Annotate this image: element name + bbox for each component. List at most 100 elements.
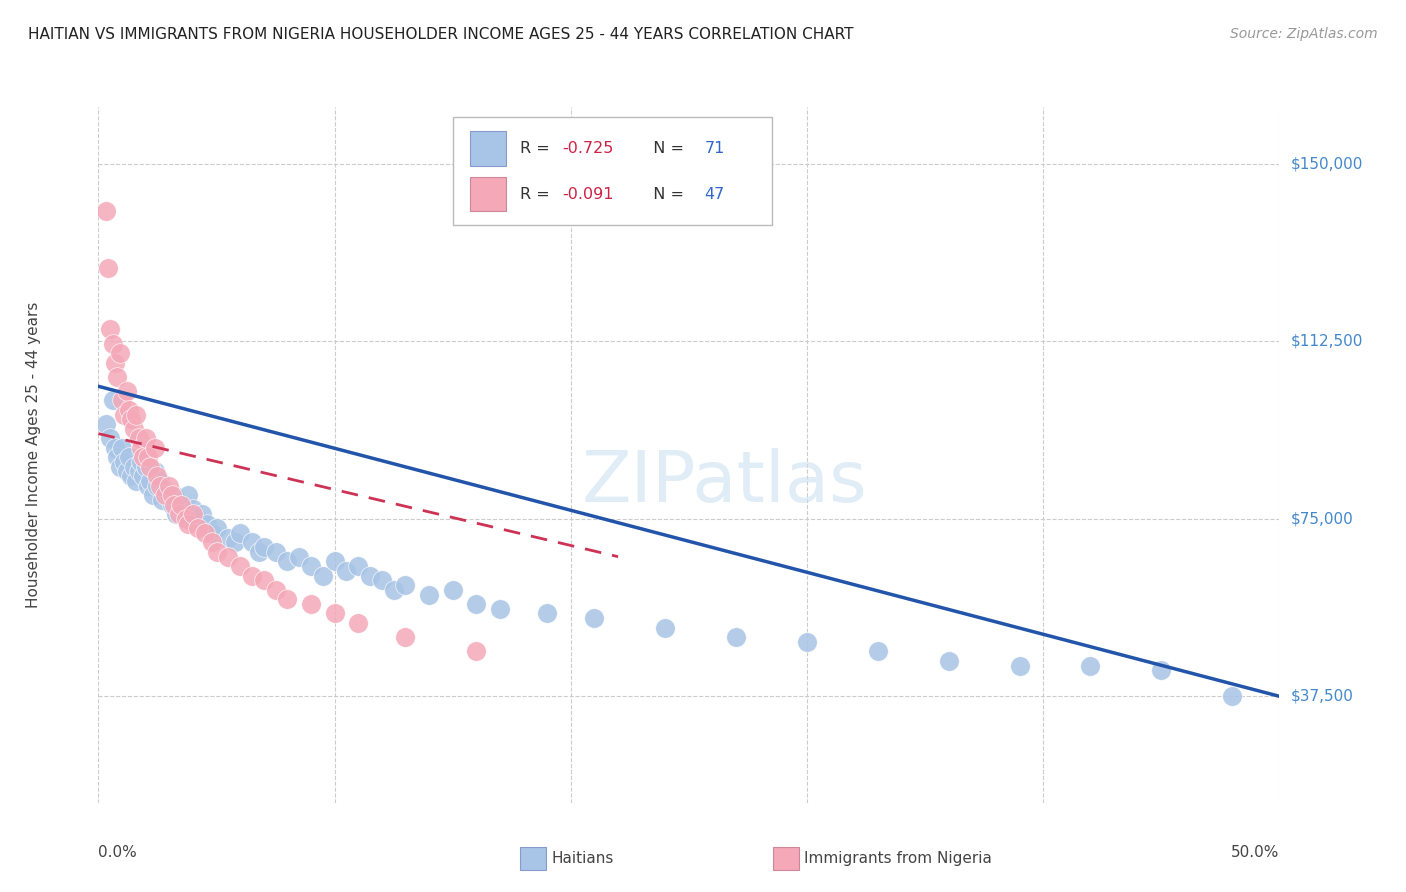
- Point: [170, 498, 193, 512]
- Text: 47: 47: [704, 186, 724, 202]
- Point: [142, 488, 165, 502]
- Point: [359, 568, 381, 582]
- Point: [418, 588, 440, 602]
- Point: [181, 507, 204, 521]
- Point: [938, 654, 960, 668]
- Point: [264, 582, 287, 597]
- Point: [276, 592, 298, 607]
- Point: [129, 441, 152, 455]
- Point: [174, 512, 197, 526]
- Text: R =: R =: [520, 186, 555, 202]
- Point: [201, 535, 224, 549]
- Point: [654, 621, 676, 635]
- Point: [725, 630, 748, 644]
- Point: [101, 336, 124, 351]
- Point: [128, 431, 150, 445]
- Point: [1150, 663, 1173, 677]
- Point: [160, 488, 183, 502]
- Bar: [471, 177, 506, 211]
- Point: [115, 384, 138, 398]
- Point: [201, 526, 224, 541]
- Text: Householder Income Ages 25 - 44 years: Householder Income Ages 25 - 44 years: [25, 301, 41, 608]
- Point: [441, 582, 464, 597]
- Point: [112, 455, 135, 469]
- Point: [136, 450, 159, 465]
- Point: [299, 597, 322, 611]
- Point: [195, 516, 218, 531]
- Point: [253, 540, 276, 554]
- Point: [217, 531, 239, 545]
- Point: [94, 204, 117, 219]
- Point: [1220, 690, 1243, 704]
- Point: [205, 521, 228, 535]
- Text: ZIPatlas: ZIPatlas: [582, 449, 868, 517]
- Point: [299, 559, 322, 574]
- Point: [143, 441, 166, 455]
- Bar: [471, 131, 506, 166]
- Text: Haitians: Haitians: [551, 851, 613, 865]
- Point: [122, 422, 145, 436]
- Point: [489, 601, 512, 615]
- Point: [108, 346, 131, 360]
- Point: [866, 644, 889, 658]
- Point: [205, 545, 228, 559]
- Point: [335, 564, 357, 578]
- Point: [150, 492, 173, 507]
- Point: [276, 554, 298, 568]
- Point: [146, 469, 169, 483]
- FancyBboxPatch shape: [453, 118, 772, 226]
- Point: [288, 549, 311, 564]
- Text: $75,000: $75,000: [1291, 511, 1354, 526]
- Point: [105, 450, 128, 465]
- Point: [146, 478, 169, 492]
- Point: [132, 450, 155, 465]
- Point: [177, 488, 200, 502]
- Point: [125, 408, 148, 422]
- Point: [132, 469, 155, 483]
- Point: [174, 507, 197, 521]
- Point: [98, 431, 121, 445]
- Point: [112, 408, 135, 422]
- Point: [121, 469, 143, 483]
- Point: [111, 441, 134, 455]
- Point: [122, 459, 145, 474]
- Point: [97, 260, 120, 275]
- Point: [94, 417, 117, 432]
- Text: $112,500: $112,500: [1291, 334, 1362, 349]
- Text: $150,000: $150,000: [1291, 156, 1362, 171]
- Point: [105, 369, 128, 384]
- Point: [143, 465, 166, 479]
- Point: [128, 465, 150, 479]
- Point: [111, 393, 134, 408]
- Point: [323, 554, 346, 568]
- Point: [129, 455, 152, 469]
- Text: 71: 71: [704, 141, 724, 156]
- Point: [125, 474, 148, 488]
- Point: [240, 568, 263, 582]
- Point: [347, 559, 370, 574]
- Point: [157, 478, 180, 492]
- Point: [394, 578, 416, 592]
- Point: [191, 507, 214, 521]
- Text: HAITIAN VS IMMIGRANTS FROM NIGERIA HOUSEHOLDER INCOME AGES 25 - 44 YEARS CORRELA: HAITIAN VS IMMIGRANTS FROM NIGERIA HOUSE…: [28, 27, 853, 42]
- Text: Immigrants from Nigeria: Immigrants from Nigeria: [804, 851, 993, 865]
- Point: [194, 526, 217, 541]
- Point: [118, 450, 141, 465]
- Point: [153, 483, 176, 498]
- Point: [177, 516, 200, 531]
- Point: [157, 488, 180, 502]
- Point: [170, 498, 193, 512]
- Point: [1008, 658, 1031, 673]
- Point: [240, 535, 263, 549]
- Point: [312, 568, 335, 582]
- Point: [229, 526, 252, 541]
- Point: [187, 512, 209, 526]
- Text: 0.0%: 0.0%: [98, 845, 138, 860]
- Point: [167, 507, 190, 521]
- Point: [347, 615, 370, 630]
- Point: [796, 635, 818, 649]
- Point: [583, 611, 606, 625]
- Point: [139, 459, 162, 474]
- Point: [165, 507, 187, 521]
- Point: [149, 478, 172, 492]
